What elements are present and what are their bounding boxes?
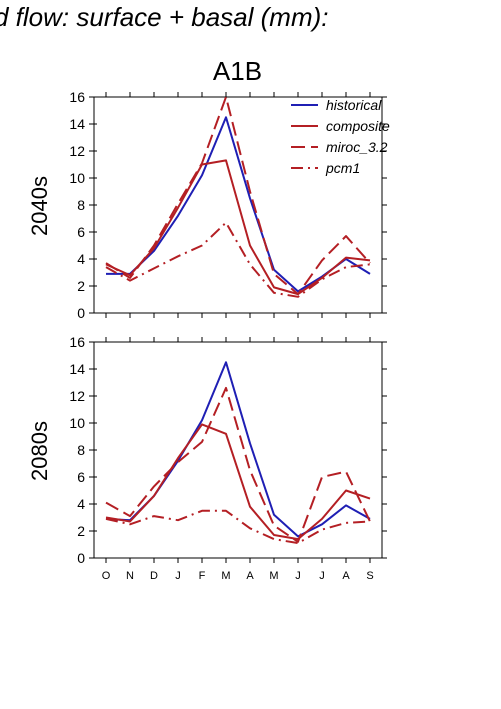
x-tick-label: M [269, 570, 278, 582]
y-tick-label: 16 [69, 89, 85, 105]
y-tick-label: 8 [77, 197, 85, 213]
x-tick-label: N [126, 570, 134, 582]
series-line-miroc-3-2-0 [105, 96, 371, 296]
legend-entry: historical [326, 97, 382, 113]
x-tick-label: A [246, 570, 254, 582]
y-tick-label: 6 [77, 469, 85, 485]
y-tick-label: 2 [77, 278, 85, 294]
y-tick-label: 12 [69, 143, 85, 159]
series-line-composite-1 [105, 423, 371, 541]
y-tick-label: 6 [77, 224, 85, 240]
scenario-title: A1B [212, 56, 263, 86]
x-tick-label: A [342, 570, 350, 582]
y-tick-label: 0 [77, 550, 85, 566]
x-tick-label: F [199, 570, 206, 582]
y-tick-label: 14 [69, 361, 85, 377]
y-tick-label: 4 [77, 251, 85, 267]
y-tick-label: 0 [77, 305, 85, 321]
x-tick-label: J [295, 570, 301, 582]
series-line-pcm1-0 [105, 221, 371, 298]
y-tick-label: 8 [77, 442, 85, 458]
x-tick-label: M [221, 570, 230, 582]
x-tick-label: S [366, 570, 373, 582]
series-line-composite-0 [105, 159, 371, 296]
x-tick-label: O [102, 570, 111, 582]
y-tick-label: 14 [69, 116, 85, 132]
x-tick-label: D [150, 570, 158, 582]
y-tick-label: 2 [77, 523, 85, 539]
legend-entry: pcm1 [325, 160, 360, 176]
y-tick-label: 16 [69, 334, 85, 350]
series-line-miroc-3-2-1 [105, 386, 371, 543]
legend-entry: miroc_3.2 [326, 139, 388, 155]
y-tick-label: 10 [69, 170, 85, 186]
y-tick-label: 10 [69, 415, 85, 431]
y-tick-label: 4 [77, 496, 85, 512]
legend-entry: composite [326, 118, 390, 134]
series-line-pcm1-1 [105, 509, 371, 545]
y-tick-label: 12 [69, 388, 85, 404]
x-tick-label: J [175, 570, 181, 582]
figure-title: d flow: surface + basal (mm): [0, 2, 329, 32]
x-tick-label: J [319, 570, 325, 582]
